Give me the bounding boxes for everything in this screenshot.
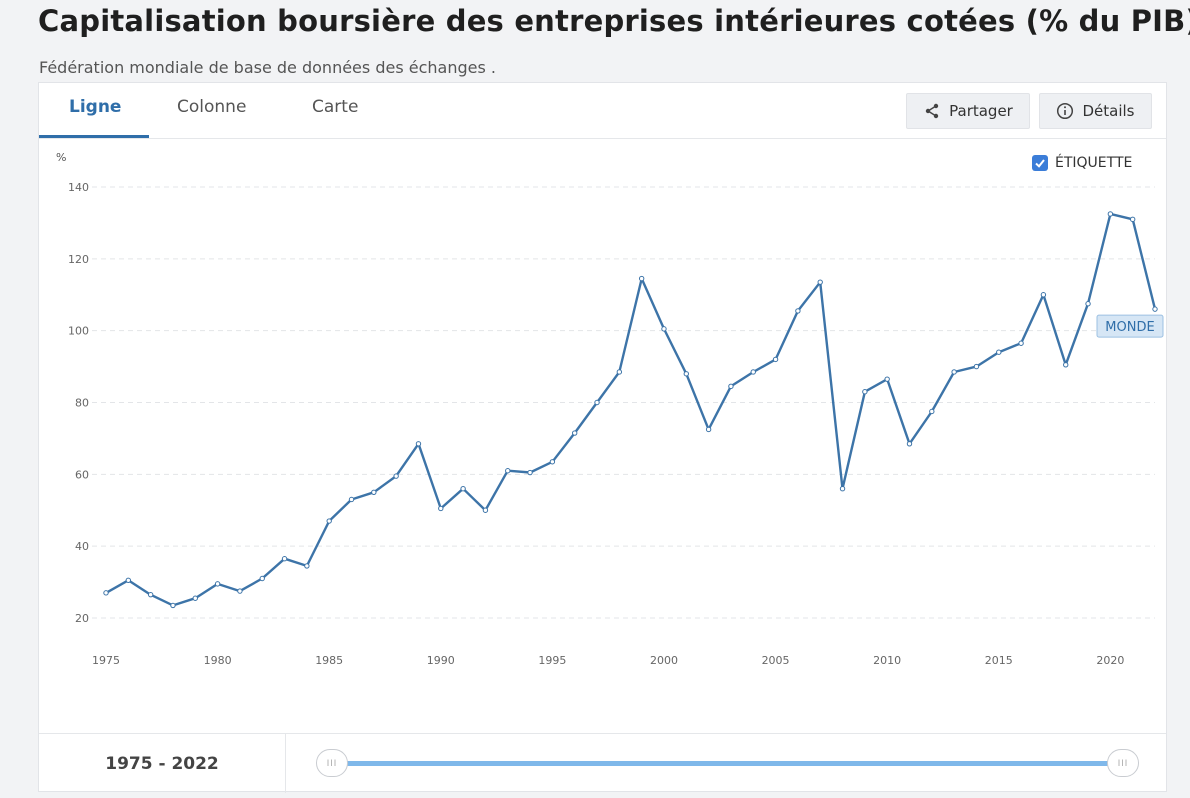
x-tick-label: 1975: [92, 654, 120, 667]
data-point: [1063, 362, 1069, 368]
range-slider-end-handle[interactable]: III: [1107, 749, 1139, 777]
data-point: [214, 581, 221, 587]
data-point: [951, 369, 957, 375]
data-point: [1129, 216, 1136, 223]
data-point: [839, 486, 846, 492]
data-point: [393, 473, 399, 479]
y-tick-label: 40: [75, 540, 89, 553]
checkmark-icon: [1035, 159, 1045, 168]
x-tick-label: 1995: [538, 654, 566, 667]
data-point: [1107, 211, 1114, 217]
y-tick-label: 100: [68, 325, 89, 338]
data-point: [750, 369, 756, 375]
data-point: [705, 426, 712, 433]
data-point: [527, 469, 533, 476]
tab-bar: Ligne Colonne Carte Partager Détails: [39, 83, 1166, 139]
label-toggle-text: ÉTIQUETTE: [1055, 155, 1133, 171]
y-tick-label: 80: [75, 397, 89, 410]
x-tick-label: 1980: [204, 654, 232, 667]
data-point: [594, 399, 600, 406]
data-point: [326, 518, 332, 524]
details-button[interactable]: Détails: [1039, 93, 1152, 129]
x-tick-label: 2000: [650, 654, 678, 667]
data-point: [1040, 292, 1047, 298]
data-point: [683, 371, 689, 377]
grid: [92, 186, 1155, 619]
y-tick-label: 60: [75, 468, 89, 481]
share-label: Partager: [949, 102, 1013, 120]
data-point: [906, 441, 913, 447]
data-point: [460, 486, 466, 492]
data-point: [103, 590, 109, 596]
details-label: Détails: [1082, 102, 1135, 120]
series-label-text: MONDE: [1105, 320, 1154, 335]
range-slider-track[interactable]: [331, 761, 1123, 766]
tab-column[interactable]: Colonne: [177, 97, 247, 117]
x-tick-label: 1985: [315, 654, 343, 667]
data-point: [616, 369, 623, 375]
data-point: [996, 349, 1002, 355]
x-tick-label: 2005: [762, 654, 790, 667]
data-point: [505, 468, 511, 474]
data-point: [772, 356, 779, 363]
series-label-box: [1096, 314, 1164, 338]
data-point: [549, 459, 556, 465]
active-tab-indicator: [39, 135, 149, 138]
line-chart: % 20 40 60 80 100 120 140 1975 1980 1985 1990 1995…: [56, 151, 1164, 667]
tab-line[interactable]: Ligne: [69, 97, 122, 117]
y-tick-label: 120: [68, 253, 89, 266]
data-point: [1152, 306, 1158, 312]
data-point: [795, 308, 801, 314]
data-point: [170, 602, 176, 609]
x-tick-label: 2015: [985, 654, 1013, 667]
label-toggle[interactable]: ÉTIQUETTE: [1032, 155, 1132, 171]
y-tick-label: 140: [68, 181, 89, 194]
range-footer: 1975 - 2022 III III: [39, 733, 1166, 793]
data-point: [973, 363, 980, 370]
data-point: [1018, 340, 1024, 346]
x-tick-label: 2010: [873, 654, 901, 667]
page-title: Capitalisation boursière des entreprises…: [38, 4, 1190, 38]
data-point: [237, 588, 243, 594]
series-layer: MONDE: [103, 211, 1164, 609]
info-icon: [1057, 102, 1074, 120]
tab-map[interactable]: Carte: [312, 97, 359, 117]
share-icon: [925, 103, 939, 119]
y-axis-unit: %: [56, 151, 66, 164]
data-point: [125, 577, 132, 583]
range-slider-start-handle[interactable]: III: [316, 749, 348, 777]
data-point: [1085, 301, 1091, 307]
data-point: [482, 507, 489, 513]
data-point: [728, 383, 734, 390]
data-point: [147, 591, 154, 598]
data-point: [371, 489, 377, 495]
data-point: [438, 505, 444, 512]
data-point: [884, 376, 890, 382]
data-point: [929, 408, 935, 415]
share-button[interactable]: Partager: [906, 93, 1030, 129]
data-point: [817, 279, 823, 285]
data-point: [348, 496, 355, 503]
data-point: [572, 430, 578, 436]
data-point: [638, 275, 645, 282]
data-point: [281, 556, 288, 562]
label-checkbox[interactable]: [1032, 155, 1048, 171]
page-subtitle: Fédération mondiale de base de données d…: [39, 58, 496, 77]
data-point: [415, 441, 422, 447]
y-axis: 20 40 60 80 100 120 140: [68, 181, 89, 625]
x-axis: 1975 1980 1985 1990 1995 2000 2005 2010 2015 2020: [92, 654, 1124, 667]
data-point: [661, 326, 667, 332]
x-tick-label: 2020: [1096, 654, 1124, 667]
data-point: [192, 595, 198, 601]
y-tick-label: 20: [75, 612, 89, 625]
x-tick-label: 1990: [427, 654, 455, 667]
data-point: [259, 575, 265, 582]
range-label: 1975 - 2022: [39, 734, 286, 793]
series-line: [105, 212, 1157, 607]
series-label: MONDE: [1096, 314, 1164, 338]
chart-card: Ligne Colonne Carte Partager Détails ÉTI…: [38, 82, 1167, 793]
data-point: [862, 389, 868, 395]
data-point: [304, 563, 310, 569]
